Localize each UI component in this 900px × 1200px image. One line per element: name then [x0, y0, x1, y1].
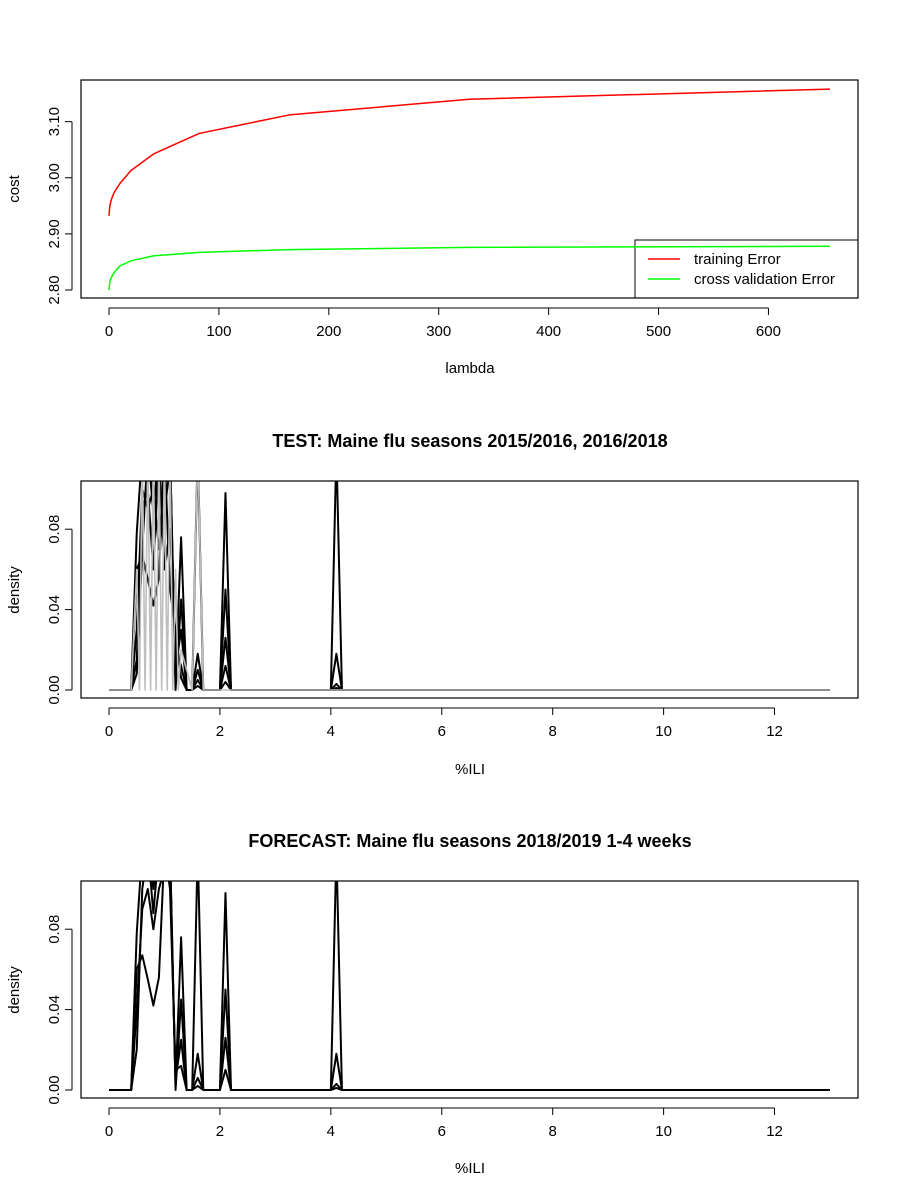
series-lines — [108, 88, 831, 291]
legend-label-cross-validation-error: cross validation Error — [694, 271, 835, 288]
y-axis: 0.00 0.04 0.08 — [46, 515, 73, 705]
y-tick-label: 0.04 — [46, 995, 63, 1024]
x-tick-label: 10 — [655, 1123, 672, 1140]
y-tick-label: 2.80 — [46, 275, 63, 304]
y-tick-label: 0.00 — [46, 1075, 63, 1104]
y-axis: 2.80 2.90 3.00 3.10 — [46, 107, 73, 305]
y-tick-label: 0.08 — [46, 515, 63, 544]
x-axis: 0 100 200 300 400 500 600 — [105, 307, 781, 340]
x-tick-label: 8 — [549, 1123, 557, 1140]
series-line-density-6 — [109, 481, 830, 691]
y-tick-label: 0.08 — [46, 915, 63, 944]
x-tick-label: 0 — [105, 323, 113, 340]
x-tick-label: 100 — [206, 323, 231, 340]
x-tick-label: 2 — [216, 1123, 224, 1140]
x-axis: 0 2 4 6 8 10 12 — [105, 1107, 783, 1140]
x-tick-label: 500 — [646, 323, 671, 340]
x-tick-label: 8 — [549, 723, 557, 740]
test-density-panel: TEST: Maine flu seasons 2015/2016, 2016/… — [6, 431, 859, 778]
x-tick-label: 4 — [327, 1123, 335, 1140]
x-tick-label: 0 — [105, 723, 113, 740]
legend-box — [634, 239, 859, 299]
plot-frame — [80, 480, 859, 699]
x-tick-label: 10 — [655, 723, 672, 740]
x-tick-label: 12 — [766, 1123, 783, 1140]
series-lines — [109, 881, 830, 1091]
series-lines — [109, 481, 830, 691]
x-axis-label: %ILI — [455, 1160, 485, 1177]
x-axis: 0 2 4 6 8 10 12 — [105, 707, 783, 740]
x-tick-label: 400 — [536, 323, 561, 340]
y-tick-label: 0.04 — [46, 595, 63, 624]
y-axis: 0.00 0.04 0.08 — [46, 915, 73, 1105]
x-tick-label: 300 — [426, 323, 451, 340]
forecast-density-panel: FORECAST: Maine flu seasons 2018/2019 1-… — [6, 831, 859, 1177]
x-tick-label: 2 — [216, 723, 224, 740]
plot-frame — [80, 880, 859, 1099]
x-tick-label: 6 — [438, 1123, 446, 1140]
x-tick-label: 12 — [766, 723, 783, 740]
x-tick-label: 200 — [316, 323, 341, 340]
x-axis-label: %ILI — [455, 761, 485, 778]
cost-vs-lambda-panel: lambda cost training Error cross validat… — [6, 79, 859, 377]
y-tick-label: 2.90 — [46, 219, 63, 248]
x-axis-label: lambda — [445, 360, 495, 377]
y-axis-label: density — [6, 966, 23, 1014]
series-line-cross-validation-error — [108, 245, 831, 291]
series-line-training-error — [108, 88, 831, 216]
y-tick-label: 3.00 — [46, 163, 63, 192]
y-tick-label: 3.10 — [46, 107, 63, 136]
x-tick-label: 600 — [756, 323, 781, 340]
test-panel-title: TEST: Maine flu seasons 2015/2016, 2016/… — [272, 431, 667, 451]
plot-frame — [80, 79, 859, 299]
y-tick-label: 0.00 — [46, 675, 63, 704]
legend-label-training-error: training Error — [694, 251, 781, 268]
legend: training Error cross validation Error — [634, 239, 859, 299]
series-line-density-4 — [109, 881, 830, 1091]
x-tick-label: 4 — [327, 723, 335, 740]
x-tick-label: 0 — [105, 1123, 113, 1140]
y-axis-label: cost — [6, 174, 23, 202]
forecast-panel-title: FORECAST: Maine flu seasons 2018/2019 1-… — [248, 831, 691, 851]
y-axis-label: density — [6, 566, 23, 614]
x-tick-label: 6 — [438, 723, 446, 740]
